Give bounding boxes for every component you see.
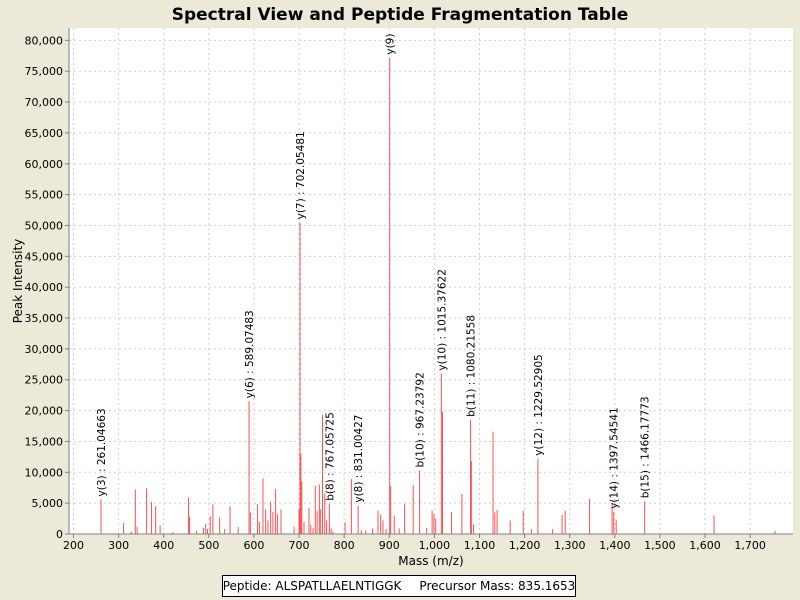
y-tick-label: 20,000 (25, 405, 64, 418)
y-tick-label: 25,000 (25, 374, 64, 387)
y-tick-label: 15,000 (25, 435, 64, 448)
peaks (100, 57, 776, 534)
peptide-info-box: Peptide: ALSPATLLAELNTIGGK Precursor Mas… (222, 575, 576, 597)
y-tick-label: 75,000 (25, 65, 64, 78)
y-tick-label: 50,000 (25, 219, 64, 232)
y-tick-label: 65,000 (25, 127, 64, 140)
plot-area (69, 28, 793, 534)
x-tick-label: 1,700 (734, 539, 766, 552)
y-tick-label: 45,000 (25, 250, 64, 263)
x-tick-label: 800 (334, 539, 355, 552)
y-tick-label: 60,000 (25, 158, 64, 171)
axes (68, 28, 793, 535)
peak-annotation: b(8) : 767.05725 (324, 412, 336, 501)
x-tick-label: 900 (379, 539, 400, 552)
peak-annotation: b(11) : 1080.21558 (466, 315, 478, 417)
x-tick-label: 1,100 (464, 539, 496, 552)
peak-annotation: y(6) : 589.07483 (244, 310, 256, 398)
peak-annotation: y(12) : 1229.52905 (533, 354, 545, 455)
y-axis-title: Peak Intensity (11, 239, 25, 324)
peak-annotation: b(10) : 967.23792 (415, 372, 427, 467)
x-tick-label: 200 (63, 539, 84, 552)
peak-annotation: y(7) : 702.05481 (295, 131, 307, 219)
x-ticks: 200 300 400 500 600 700 800 900 1,000 1,100 1,200 1… (63, 534, 766, 552)
peak-annotation: b(15) : 1466.17773 (640, 396, 652, 498)
x-tick-label: 1,300 (554, 539, 586, 552)
peak-annotation: y(8) : 831.00427 (353, 415, 365, 503)
x-tick-label: 1,400 (599, 539, 631, 552)
x-tick-label: 1,600 (689, 539, 721, 552)
y-tick-label: 55,000 (25, 189, 64, 202)
peak-annotations: y(3) : 261.04663 y(6) : 589.07483 y(7) : 7… (96, 34, 652, 509)
y-tick-label: 80,000 (25, 34, 64, 47)
y-tick-label: 70,000 (25, 96, 64, 109)
x-tick-label: 300 (108, 539, 129, 552)
peak-annotation: y(9) (385, 34, 397, 55)
precursor-mass-label: Precursor Mass: 835.1653 (419, 579, 576, 593)
chart-title: Spectral View and Peptide Fragmentation … (172, 5, 629, 25)
y-tick-label: 10,000 (25, 466, 64, 479)
x-tick-label: 500 (198, 539, 219, 552)
peak-annotation: y(3) : 261.04663 (96, 408, 108, 496)
y-tick-label: 0 (56, 528, 63, 541)
x-tick-label: 700 (289, 539, 310, 552)
x-tick-label: 1,200 (509, 539, 541, 552)
x-tick-label: 1,000 (419, 539, 451, 552)
peak-annotation: y(14) : 1397.54541 (609, 407, 621, 508)
y-tick-label: 5,000 (32, 497, 64, 510)
y-ticks: 0 5,000 10,000 15,000 20,000 25,000 30,000 35,0… (25, 34, 69, 541)
y-tick-label: 30,000 (25, 343, 64, 356)
grid (69, 28, 793, 535)
x-tick-label: 600 (243, 539, 264, 552)
peptide-label: Peptide: ALSPATLLAELNTIGGK (222, 579, 402, 593)
x-tick-label: 1,500 (644, 539, 676, 552)
x-tick-label: 400 (153, 539, 174, 552)
y-tick-label: 40,000 (25, 281, 64, 294)
peak-annotation: y(10) : 1015.37622 (436, 269, 448, 370)
x-axis-title: Mass (m/z) (398, 554, 463, 568)
y-tick-label: 35,000 (25, 312, 64, 325)
